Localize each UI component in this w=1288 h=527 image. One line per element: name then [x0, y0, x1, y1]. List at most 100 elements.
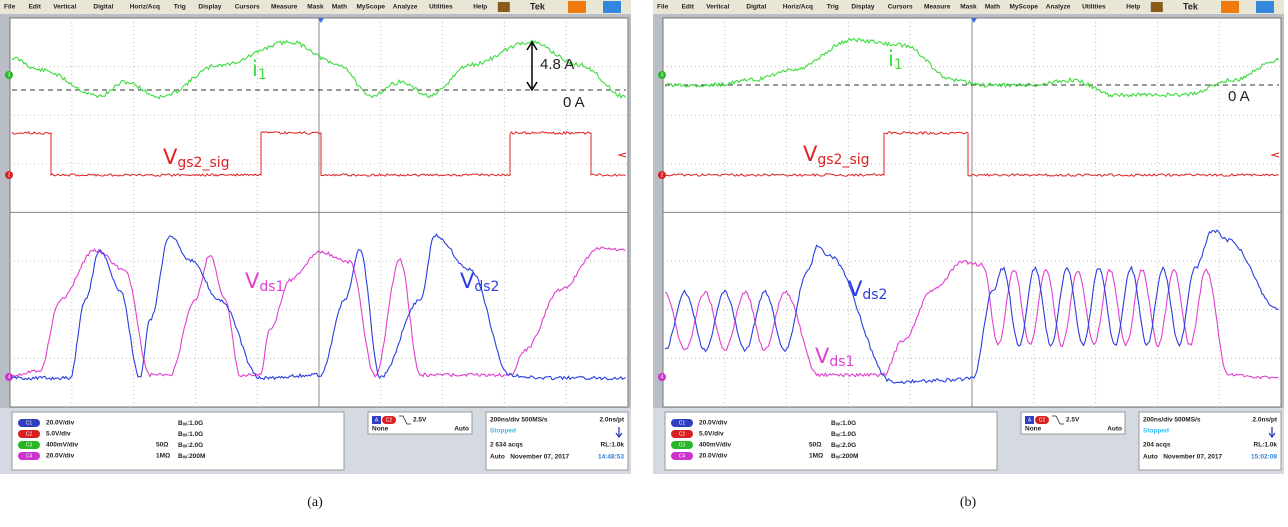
channel-badge-label: C1 [26, 420, 33, 426]
trigger-level: 2.5V [1066, 417, 1080, 424]
menu-dropdown[interactable] [498, 2, 510, 12]
channel-impedance: 50Ω [809, 442, 821, 449]
channel-bandwidth: BW:1.0G [831, 420, 856, 427]
channel-scale: 20.0V/div [699, 453, 728, 460]
menu-item[interactable]: MyScope [357, 4, 386, 11]
bw-rest: :1.0G [840, 420, 856, 427]
menu-item[interactable]: Vertical [706, 4, 729, 11]
trigger-sweep: Auto [454, 426, 469, 433]
trigger-coupling: None [372, 426, 389, 433]
acq-state: Stopped [490, 428, 516, 435]
scope-panel: File Edit Vertical Digital Horiz/Acq Trig Disp… [0, 0, 631, 510]
caption: (b) [960, 495, 977, 510]
trigger-source: C2 [1039, 417, 1046, 423]
channel-impedance: 1MΩ [809, 453, 823, 460]
trigger-coupling: None [1025, 426, 1042, 433]
menu-item[interactable]: Cursors [888, 4, 913, 11]
minimize-button[interactable] [568, 1, 586, 13]
record-length: RL:1.0k [1254, 442, 1278, 449]
caption: (a) [307, 495, 323, 510]
label-vds2-sub: ds2 [474, 279, 499, 295]
channel-scale: 5.0V/div [46, 431, 71, 438]
timebase: 200ns/div 500MS/s [1143, 417, 1201, 424]
close-button[interactable] [1256, 1, 1274, 13]
channel-badge-label: C1 [679, 420, 686, 426]
menu-item[interactable]: Trig [174, 4, 186, 11]
menu-item[interactable]: Vertical [53, 4, 76, 11]
menu-item[interactable]: Digital [93, 4, 113, 11]
menu-item[interactable]: Measure [924, 4, 951, 11]
menu-item[interactable]: Utilities [429, 4, 453, 11]
menu-dropdown[interactable] [1151, 2, 1163, 12]
bw-rest: :2.0G [840, 442, 856, 449]
label-vgs-main: V [803, 142, 818, 166]
channel-scale: 20.0V/div [46, 420, 75, 427]
channel-bandwidth: BW:2.0G [178, 442, 203, 449]
record-length: RL:1.0k [601, 442, 625, 449]
channel-impedance: 50Ω [156, 442, 168, 449]
menu-item[interactable]: Horiz/Acq [783, 4, 813, 11]
channel-bandwidth: BW:1.0G [178, 431, 203, 438]
menu-item[interactable]: Math [332, 4, 347, 11]
label-vgs-sub: gs2_sig [177, 155, 229, 171]
channel-scale: 20.0V/div [46, 453, 75, 460]
channel-scale: 20.0V/div [699, 420, 728, 427]
label-amplitude: 4.8 A [540, 56, 574, 73]
menu-item[interactable]: Edit [682, 4, 695, 11]
acq-date: Auto November 07, 2017 [490, 454, 569, 461]
label-vgs-main: V [163, 145, 178, 169]
channel-marker-label: 2 [8, 172, 11, 178]
menu-item[interactable]: Horiz/Acq [130, 4, 160, 11]
channel-badge-label: C3 [26, 442, 33, 448]
acq-count: 2 634 acqs [490, 442, 523, 449]
trigger-level: 2.5V [413, 417, 427, 424]
close-button[interactable] [603, 1, 621, 13]
channel-badge-label: C4 [679, 453, 686, 459]
menu-item[interactable]: Analyze [393, 4, 418, 11]
channel-bandwidth: BW:2.0G [831, 442, 856, 449]
menu-item[interactable]: Analyze [1046, 4, 1071, 11]
label-zero: 0 A [1228, 88, 1250, 105]
menu-item[interactable]: Edit [29, 4, 42, 11]
menu-item[interactable]: Math [985, 4, 1000, 11]
timebase: 200ns/div 500MS/s [490, 417, 548, 424]
channel-scale: 400mV/div [699, 442, 732, 449]
label-vds2-sub: ds2 [862, 287, 887, 303]
menu-item[interactable]: MyScope [1010, 4, 1039, 11]
menu-item[interactable]: Trig [827, 4, 839, 11]
menu-item[interactable]: File [4, 4, 16, 11]
menu-item[interactable]: Help [473, 4, 487, 11]
label-i1-sub: 1 [258, 67, 267, 83]
channel-marker-label: 4 [8, 374, 11, 380]
acq-date: Auto November 07, 2017 [1143, 454, 1222, 461]
channel-badge-label: C4 [26, 453, 33, 459]
menu-item[interactable]: File [657, 4, 669, 11]
bw-rest: :1.0G [187, 431, 203, 438]
label-vgs-sub: gs2_sig [817, 152, 869, 168]
label-vds1-main: V [815, 344, 830, 368]
channel-marker-label: 4 [661, 374, 664, 380]
menu-item[interactable]: Display [198, 4, 222, 11]
bw-rest: :1.0G [840, 431, 856, 438]
menu-item[interactable]: Measure [271, 4, 298, 11]
scope-panel: File Edit Vertical Digital Horiz/Acq Trig Disp… [653, 0, 1284, 510]
trigger-source: C2 [386, 417, 393, 423]
menu-item[interactable]: Utilities [1082, 4, 1106, 11]
menu-item[interactable]: Mask [960, 4, 977, 11]
acq-count: 204 acqs [1143, 442, 1171, 449]
resolution: 2.0ns/pt [1252, 417, 1277, 424]
bw-rest: :2.0G [187, 442, 203, 449]
acq-time: 14:48:53 [598, 454, 624, 461]
menu-item[interactable]: Cursors [235, 4, 260, 11]
bw-rest: :200M [840, 453, 858, 460]
menu-item[interactable]: Mask [307, 4, 324, 11]
channel-marker-label: 3 [8, 72, 11, 78]
label-vds1-sub: ds1 [829, 354, 854, 370]
channel-badge-label: C2 [679, 431, 686, 437]
menu-item[interactable]: Display [851, 4, 875, 11]
menu-item[interactable]: Digital [746, 4, 766, 11]
minimize-button[interactable] [1221, 1, 1239, 13]
channel-bandwidth: BW:1.0G [831, 431, 856, 438]
label-vds2-main: V [848, 277, 863, 301]
menu-item[interactable]: Help [1126, 4, 1140, 11]
